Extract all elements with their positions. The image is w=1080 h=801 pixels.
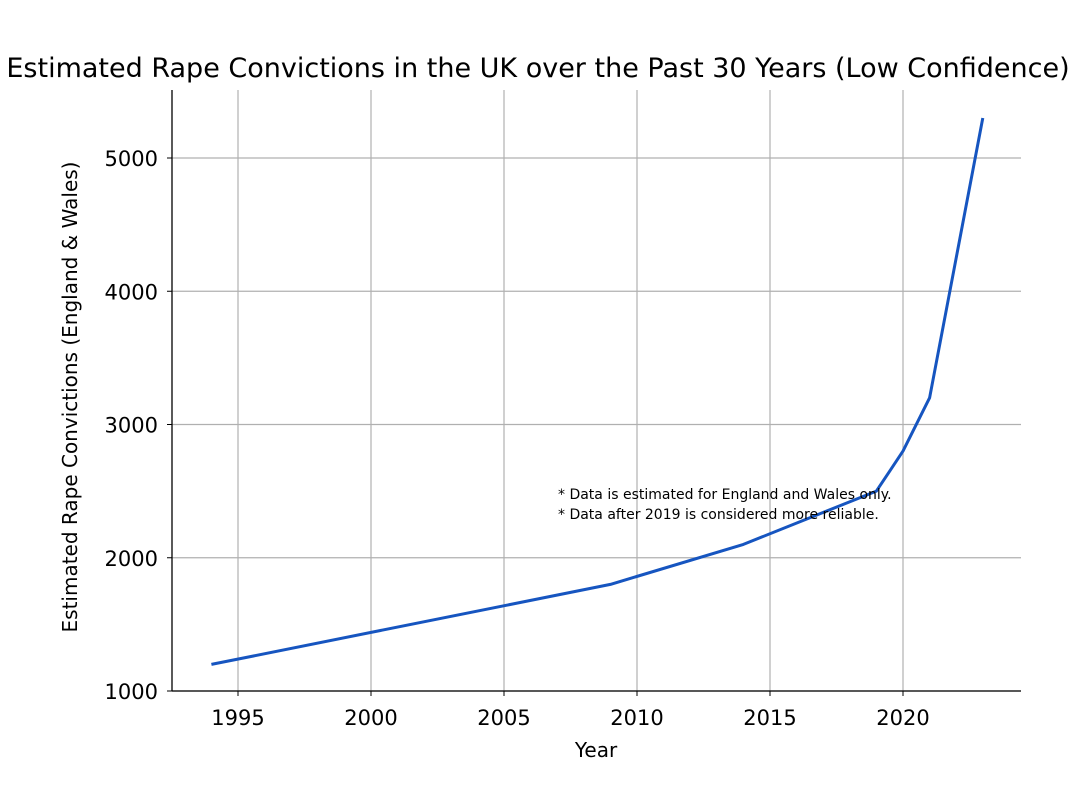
y-axis-label: Estimated Rape Convictions (England & Wa… — [58, 162, 82, 633]
axes — [167, 90, 1021, 696]
chart-title: Estimated Rape Convictions in the UK ove… — [6, 53, 1069, 84]
y-tick-label: 2000 — [105, 547, 158, 571]
y-tick-label: 1000 — [105, 680, 158, 704]
series-line — [211, 117, 985, 666]
annotation-note: * Data after 2019 is considered more rel… — [558, 507, 879, 523]
x-tick-label: 2000 — [344, 706, 397, 730]
grid — [172, 90, 1021, 692]
tick-labels: 1995 2000 2005 2010 2015 2020 1000 2000 3000 4000… — [105, 147, 930, 730]
x-tick-label: 2020 — [876, 706, 929, 730]
y-tick-label: 4000 — [105, 280, 158, 304]
x-axis-label: Year — [574, 738, 618, 762]
y-tick-label: 5000 — [105, 147, 158, 171]
x-tick-label: 2010 — [610, 706, 663, 730]
series-layer — [211, 117, 985, 666]
x-tick-label: 2015 — [743, 706, 796, 730]
annotation-note: * Data is estimated for England and Wale… — [558, 487, 892, 503]
x-tick-label: 2005 — [477, 706, 530, 730]
x-tick-label: 1995 — [211, 706, 264, 730]
y-tick-label: 3000 — [105, 414, 158, 438]
